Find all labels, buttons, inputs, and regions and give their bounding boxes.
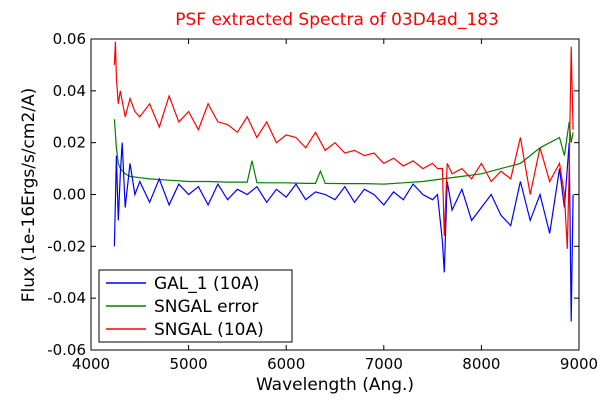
x-tick-label: 7000 bbox=[365, 355, 403, 373]
y-tick-label: 0.00 bbox=[53, 186, 86, 204]
legend: GAL_1 (10A) SNGAL error SNGAL (10A) bbox=[98, 269, 293, 343]
y-tick-label: 0.04 bbox=[53, 82, 86, 100]
legend-label-sngal-error: SNGAL error bbox=[154, 297, 258, 317]
x-tick-label: 6000 bbox=[267, 355, 305, 373]
x-axis-label: Wavelength (Ang.) bbox=[256, 375, 414, 395]
legend-label-sngal: SNGAL (10A) bbox=[154, 320, 264, 340]
x-tick-label: 4000 bbox=[72, 355, 110, 373]
series-line-sngal-10a bbox=[113, 41, 574, 249]
y-tick-label: -0.06 bbox=[47, 341, 86, 359]
x-tick-label: 5000 bbox=[170, 355, 208, 373]
x-tick-label: 9000 bbox=[560, 355, 598, 373]
y-tick-label: 0.06 bbox=[53, 30, 86, 48]
axis-ticks: 4000 5000 6000 7000 8000 9000 -0.06 -0.04 -0.02 0… bbox=[47, 30, 598, 373]
y-tick-label: -0.04 bbox=[47, 289, 86, 307]
x-tick-label: 8000 bbox=[462, 355, 500, 373]
y-axis-label: Flux (1e-16Ergs/s/cm2/A) bbox=[19, 88, 39, 303]
y-tick-label: -0.02 bbox=[47, 237, 86, 255]
series-line-gal-1-10a bbox=[113, 142, 574, 322]
series-line-sngal-error bbox=[113, 119, 574, 185]
y-tick-label: 0.02 bbox=[53, 134, 86, 152]
plot-area bbox=[113, 41, 574, 322]
chart-title: PSF extracted Spectra of 03D4ad_183 bbox=[175, 10, 499, 30]
legend-label-gal1: GAL_1 (10A) bbox=[154, 274, 260, 294]
